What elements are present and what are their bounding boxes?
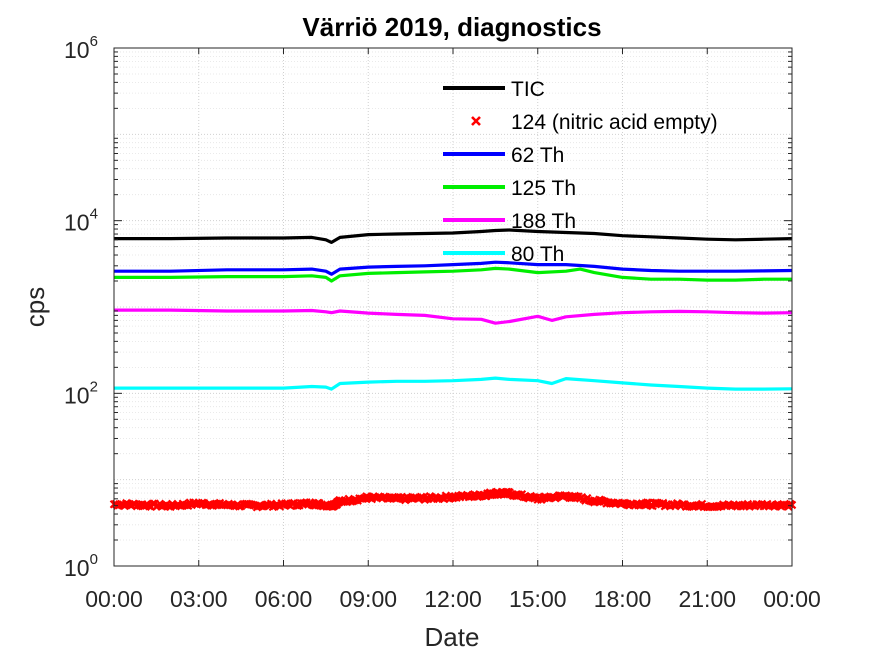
x-tick-label: 18:00 — [594, 586, 652, 612]
x-tick-label: 15:00 — [509, 586, 567, 612]
legend: TIC 124 (nitric acid empty) 62 Th 125 Th 188… — [443, 78, 718, 266]
y-tick-label: 104 — [64, 206, 98, 236]
y-axis: 100 102 104 106 — [64, 33, 792, 581]
legend-item: 62 Th — [443, 144, 564, 167]
legend-item: TIC — [443, 78, 545, 101]
legend-label: 80 Th — [511, 243, 564, 266]
legend-item: 125 Th — [443, 177, 576, 200]
y-tick-label: 100 — [64, 551, 98, 581]
series-layer — [109, 228, 797, 512]
legend-label: TIC — [511, 78, 545, 101]
y-tick-label: 106 — [64, 33, 98, 63]
legend-item: 80 Th — [443, 243, 564, 266]
x-axis: 00:00 03:00 06:00 09:00 12:00 15:00 18:00 21:00… — [85, 48, 821, 612]
y-axis-label: cps — [20, 287, 50, 327]
legend-marker — [471, 116, 481, 126]
y-tick-label: 102 — [64, 378, 98, 408]
x-tick-label: 12:00 — [424, 586, 482, 612]
legend-label: 125 Th — [511, 177, 576, 200]
x-tick-label: 00:00 — [85, 586, 143, 612]
x-axis-label: Date — [425, 622, 480, 652]
x-tick-label: 06:00 — [255, 586, 313, 612]
series-line — [114, 260, 793, 276]
series-markers — [109, 487, 797, 512]
chart-title: Värriö 2019, diagnostics — [302, 12, 601, 42]
legend-item: 124 (nitric acid empty) — [471, 111, 718, 134]
series-line — [114, 376, 793, 391]
x-tick-label: 21:00 — [678, 586, 736, 612]
x-tick-label: 00:00 — [763, 586, 821, 612]
series-line — [114, 266, 792, 283]
legend-label: 62 Th — [511, 144, 564, 167]
legend-label: 124 (nitric acid empty) — [511, 111, 718, 134]
legend-item: 188 Th — [443, 210, 576, 233]
series-line — [114, 308, 793, 325]
x-tick-label: 09:00 — [339, 586, 397, 612]
series-line — [114, 228, 793, 244]
x-tick-label: 03:00 — [170, 586, 228, 612]
legend-label: 188 Th — [511, 210, 576, 233]
